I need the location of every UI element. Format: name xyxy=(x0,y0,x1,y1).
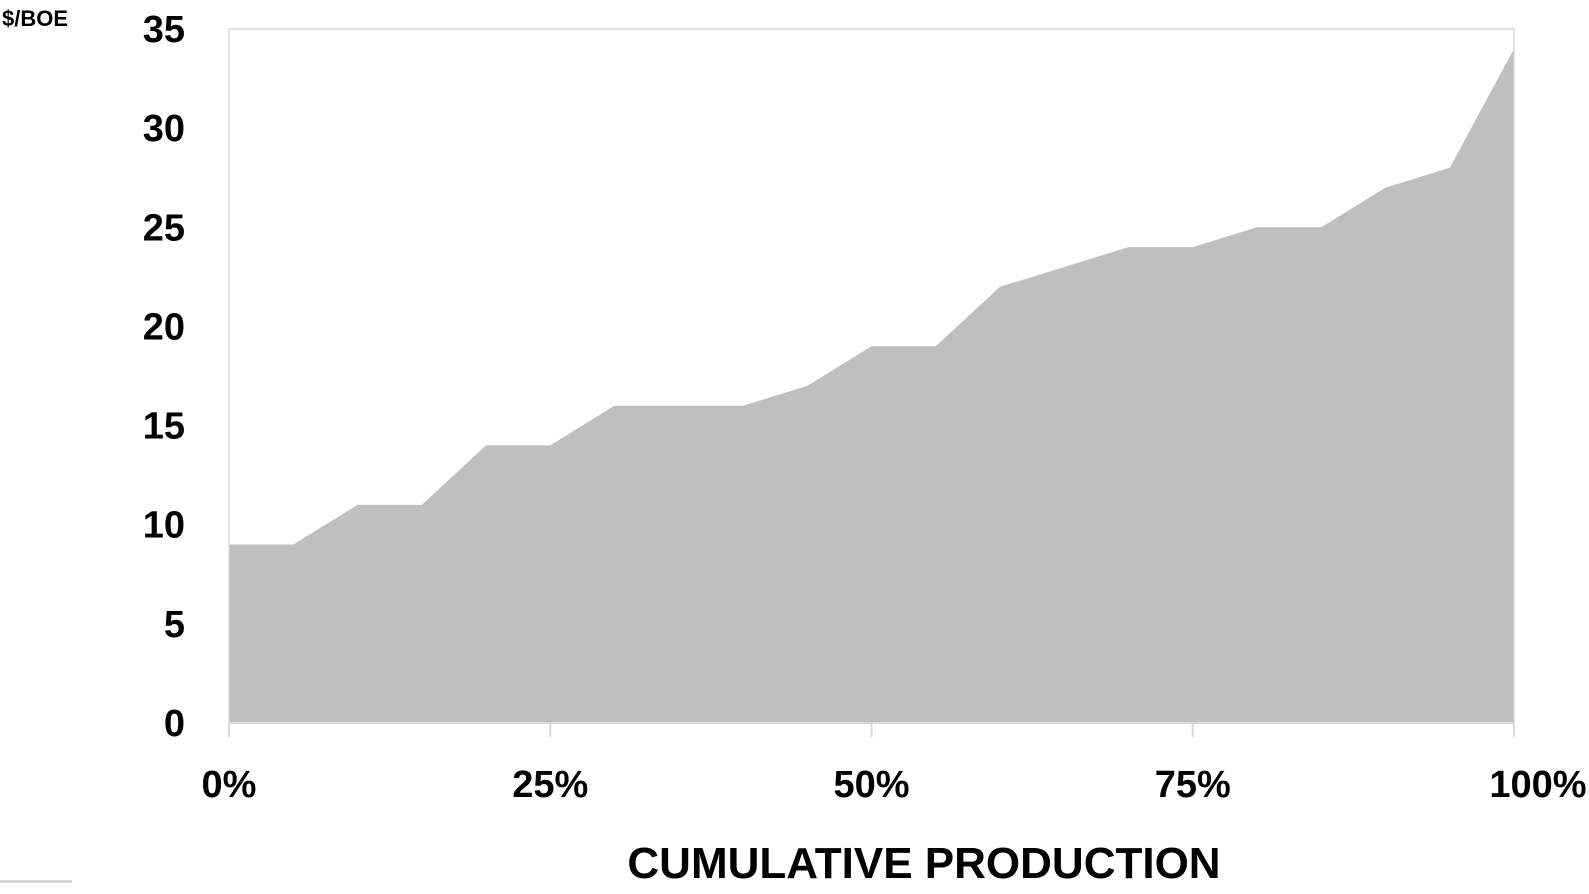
legend-swatch-fragment xyxy=(0,880,72,883)
x-tick-label: 0% xyxy=(202,764,257,806)
x-tick-label: 25% xyxy=(512,764,588,806)
x-tick-label: 50% xyxy=(833,764,909,806)
y-tick-label: 10 xyxy=(143,505,185,547)
axes xyxy=(228,28,1515,737)
y-tick-label: 35 xyxy=(143,9,185,51)
y-tick-label: 25 xyxy=(143,207,185,249)
y-axis-unit-label: $/BOE xyxy=(2,6,68,31)
y-tick-label: 5 xyxy=(164,604,185,646)
x-axis-title: CUMULATIVE PRODUCTION xyxy=(627,839,1220,888)
y-tick-label: 0 xyxy=(164,703,185,745)
x-tick-label: 75% xyxy=(1155,764,1231,806)
y-tick-label: 20 xyxy=(143,306,185,348)
y-tick-label: 30 xyxy=(143,108,185,150)
plot-area xyxy=(228,48,1515,724)
y-tick-label: 15 xyxy=(143,406,185,448)
x-tick-label: 100% xyxy=(1489,764,1586,806)
area-series-1 xyxy=(229,48,1514,724)
labels: $/BOE CUMULATIVE PRODUCTION 0 5 10 15 20 25 30… xyxy=(2,6,1587,888)
